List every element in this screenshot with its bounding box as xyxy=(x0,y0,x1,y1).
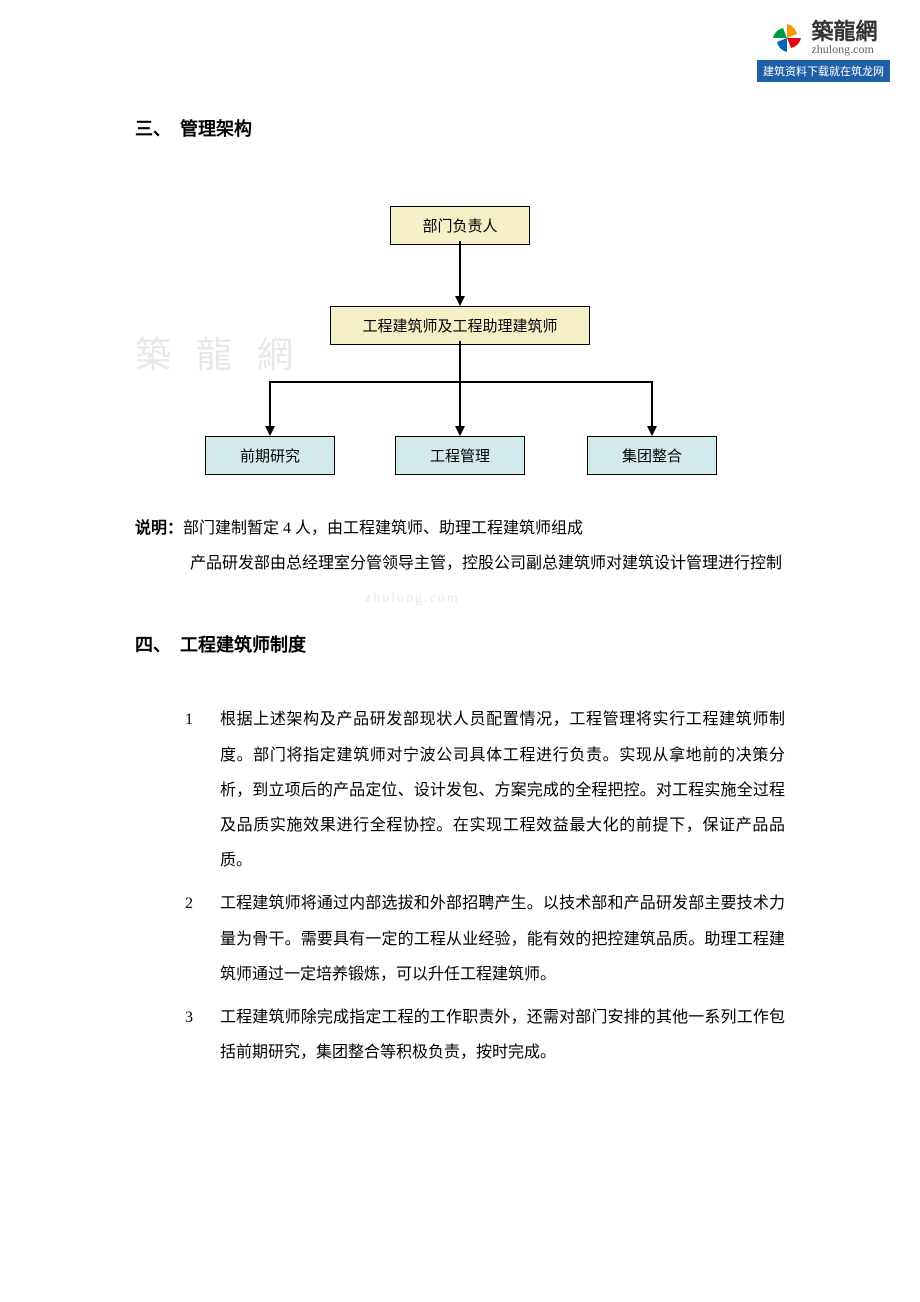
fork-mid-line xyxy=(459,381,461,428)
arrow-1-2-head xyxy=(455,296,465,306)
explain-body-2: 产品研发部由总经理室分管领导主管，控股公司副总建筑师对建筑设计管理进行控制 xyxy=(190,555,782,572)
list-num-2: 2 xyxy=(185,886,220,992)
node-project-mgmt: 工程管理 xyxy=(395,436,525,475)
explanation-block: 说明：部门建制暂定 4 人，由工程建筑师、助理工程建筑师组成 产品研发部由总经理… xyxy=(135,511,785,581)
logo-banner: 建筑资料下载就在筑龙网 xyxy=(757,60,890,82)
fork-mid-head xyxy=(455,426,465,436)
fork-right-head xyxy=(647,426,657,436)
logo-area: 築龍網 zhulong.com 建筑资料下载就在筑龙网 xyxy=(757,20,890,82)
main-content: 三、 管理架构 築 龍 網 部门负责人 工程建筑师及工程助理建筑师 前期研究 工… xyxy=(135,115,785,1078)
arrow-1-2-line xyxy=(459,241,461,298)
node-group-integration: 集团整合 xyxy=(587,436,717,475)
node-architects: 工程建筑师及工程助理建筑师 xyxy=(330,306,590,345)
list-item-3: 3 工程建筑师除完成指定工程的工作职责外，还需对部门安排的其他一系列工作包括前期… xyxy=(185,1000,785,1070)
logo-cn: 築龍網 xyxy=(811,21,877,43)
fork-left-line xyxy=(269,381,271,428)
section-4: 四、 工程建筑师制度 1 根据上述架构及产品研发部现状人员配置情况，工程管理将实… xyxy=(135,631,785,1070)
fork-right-line xyxy=(651,381,653,428)
logo-pinwheel-icon xyxy=(769,20,805,56)
fork-stem xyxy=(459,341,461,381)
logo-text: 築龍網 zhulong.com xyxy=(811,21,877,55)
watermark-cn: 築 龍 網 xyxy=(135,326,301,378)
explanation-line-2: 产品研发部由总经理室分管领导主管，控股公司副总建筑师对建筑设计管理进行控制 zh… xyxy=(135,546,785,581)
node-pre-research: 前期研究 xyxy=(205,436,335,475)
explain-label: 说明： xyxy=(135,520,183,537)
numbered-list: 1 根据上述架构及产品研发部现状人员配置情况，工程管理将实行工程建筑师制度。部门… xyxy=(135,702,785,1070)
list-text-1: 根据上述架构及产品研发部现状人员配置情况，工程管理将实行工程建筑师制度。部门将指… xyxy=(220,702,785,878)
list-item-2: 2 工程建筑师将通过内部选拔和外部招聘产生。以技术部和产品研发部主要技术力量为骨… xyxy=(185,886,785,992)
logo-en: zhulong.com xyxy=(811,43,877,55)
list-text-3: 工程建筑师除完成指定工程的工作职责外，还需对部门安排的其他一系列工作包括前期研究… xyxy=(220,1000,785,1070)
list-text-2: 工程建筑师将通过内部选拔和外部招聘产生。以技术部和产品研发部主要技术力量为骨干。… xyxy=(220,886,785,992)
fork-left-head xyxy=(265,426,275,436)
org-flowchart: 築 龍 網 部门负责人 工程建筑师及工程助理建筑师 前期研究 工程管理 集团整合 xyxy=(165,161,765,461)
node-dept-head: 部门负责人 xyxy=(390,206,530,245)
watermark-url-1: zhulong.com xyxy=(365,584,460,615)
section-4-heading: 四、 工程建筑师制度 xyxy=(135,631,785,657)
explanation-line-1: 说明：部门建制暂定 4 人，由工程建筑师、助理工程建筑师组成 xyxy=(135,511,785,546)
list-item-1: 1 根据上述架构及产品研发部现状人员配置情况，工程管理将实行工程建筑师制度。部门… xyxy=(185,702,785,878)
list-num-1: 1 xyxy=(185,702,220,878)
fork-hbar xyxy=(269,381,653,383)
section-3-heading: 三、 管理架构 xyxy=(135,115,785,141)
explain-body-1: 部门建制暂定 4 人，由工程建筑师、助理工程建筑师组成 xyxy=(183,520,583,537)
logo-top: 築龍網 zhulong.com xyxy=(769,20,877,56)
list-num-3: 3 xyxy=(185,1000,220,1070)
